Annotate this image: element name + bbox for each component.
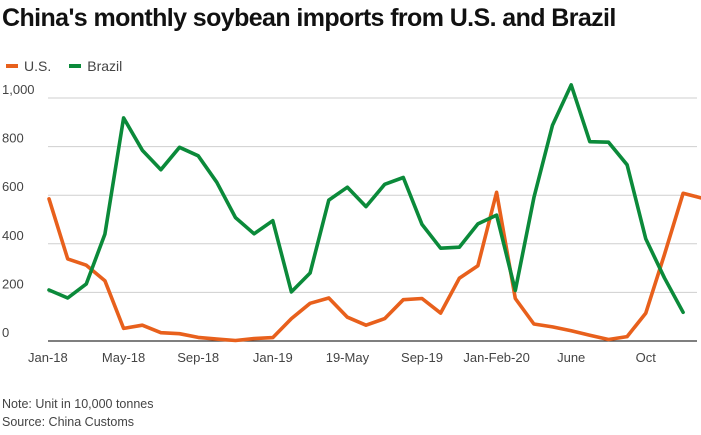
x-tick-label: Jan-19 [253,350,293,365]
series-line-brazil [47,83,685,315]
x-tick-label: June [557,350,585,365]
line-chart: 0 200 400 600 800 1,000 Jan-18 May-18 Sep-18 Jan-… [2,82,701,365]
chart-title: China's monthly soybean imports from U.S… [2,4,616,32]
x-tick-label: Sep-18 [177,350,219,365]
legend-item-us: U.S. [6,58,51,74]
x-tick-label: 19-May [326,350,370,365]
series-line-us [47,190,701,343]
y-tick-label: 0 [2,325,9,340]
x-tick-label: May-18 [102,350,145,365]
y-tick-label: 400 [2,228,24,243]
x-tick-label: Oct [636,350,657,365]
legend-label-us: U.S. [24,58,52,74]
chart-notes: Note: Unit in 10,000 tonnes Source: Chin… [2,395,154,431]
y-tick-label: 200 [2,276,24,291]
x-tick-label: Sep-19 [401,350,443,365]
legend-swatch-brazil [69,64,82,68]
legend-swatch-us [6,64,18,68]
x-tick-label: Jan-Feb-20 [463,350,529,365]
y-tick-label: 1,000 [2,82,35,97]
y-tick-label: 600 [2,179,24,194]
legend: U.S. Brazil [6,58,140,74]
note-source: Source: China Customs [2,415,135,429]
y-tick-label: 800 [2,131,24,146]
legend-label-brazil: Brazil [87,58,123,74]
legend-item-brazil: Brazil [69,58,122,74]
x-tick-label: Jan-18 [28,350,68,365]
note-unit: Note: Unit in 10,000 tonnes [2,397,154,411]
